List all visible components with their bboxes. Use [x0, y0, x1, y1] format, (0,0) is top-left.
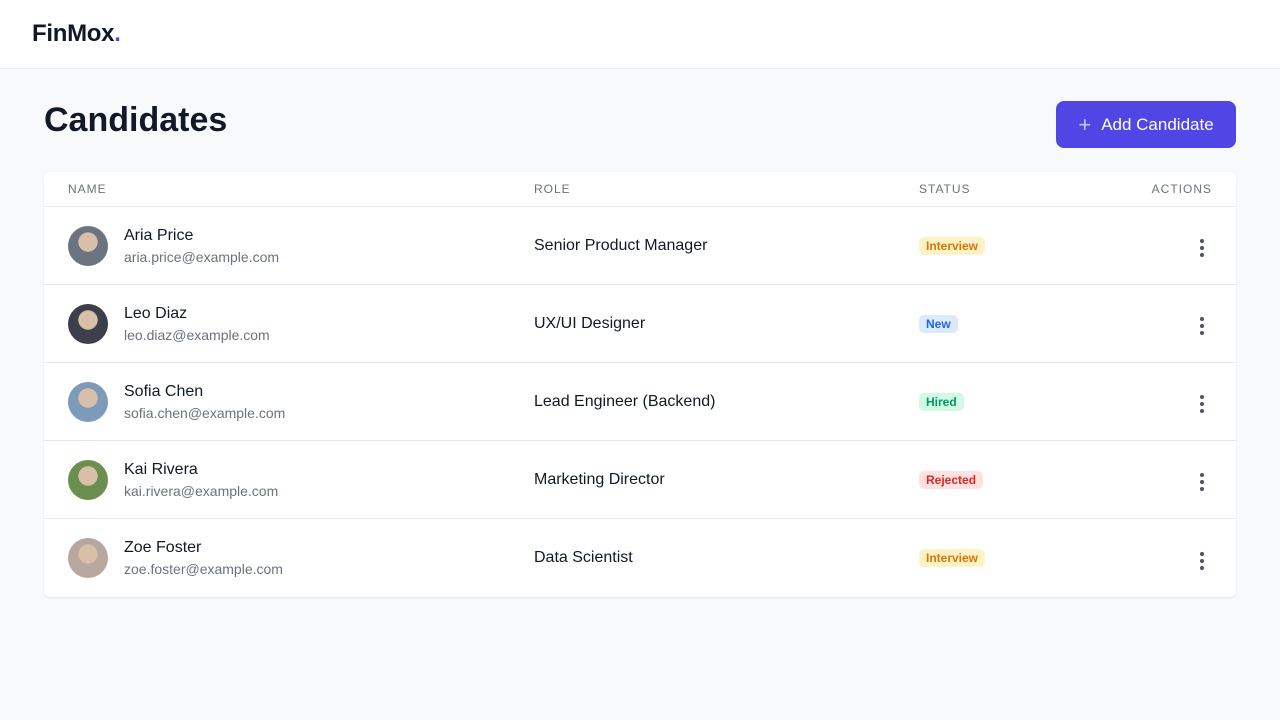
- table-header: NAME ROLE STATUS ACTIONS: [44, 172, 1236, 207]
- table-row[interactable]: Leo Diaz leo.diaz@example.com UX/UI Desi…: [44, 285, 1236, 363]
- page-title: Candidates: [44, 101, 228, 139]
- avatar: [68, 381, 108, 422]
- logo-text: FinMox: [32, 20, 115, 47]
- candidates-table: NAME ROLE STATUS ACTIONS Aria Price aria…: [44, 172, 1236, 597]
- candidate-name: Kai Rivera: [124, 460, 198, 478]
- table-row[interactable]: Aria Price aria.price@example.com Senior…: [44, 207, 1236, 285]
- avatar: [68, 459, 108, 500]
- status-badge: Interview: [919, 236, 986, 255]
- status-badge: Hired: [919, 392, 964, 411]
- status-badge: New: [919, 314, 958, 333]
- add-candidate-label: Add Candidate: [1101, 114, 1214, 134]
- logo[interactable]: FinMox.: [32, 20, 121, 48]
- avatar: [68, 538, 108, 578]
- candidate-email: zoe.foster@example.com: [124, 561, 283, 577]
- candidate-name: Sofia Chen: [124, 382, 204, 400]
- table-row[interactable]: Kai Rivera kai.rivera@example.com Market…: [44, 441, 1236, 519]
- candidate-email: kai.rivera@example.com: [124, 482, 279, 499]
- candidate-cell: Aria Price aria.price@example.com: [68, 225, 534, 266]
- candidate-email: leo.diaz@example.com: [124, 326, 270, 343]
- more-actions-icon[interactable]: [1192, 313, 1212, 339]
- avatar: [68, 303, 108, 344]
- table-row[interactable]: Sofia Chen sofia.chen@example.com Lead E…: [44, 363, 1236, 441]
- candidate-email: aria.price@example.com: [124, 248, 280, 265]
- candidate-name: Aria Price: [124, 226, 194, 244]
- candidate-cell: Zoe Foster zoe.foster@example.com: [68, 538, 534, 578]
- candidate-role: Lead Engineer (Backend): [534, 392, 716, 410]
- candidate-name: Zoe Foster: [124, 539, 202, 556]
- avatar: [68, 225, 108, 266]
- candidate-cell: Leo Diaz leo.diaz@example.com: [68, 303, 534, 344]
- header-actions: ACTIONS: [1151, 182, 1212, 196]
- candidate-email: sofia.chen@example.com: [124, 404, 286, 421]
- top-bar: FinMox.: [0, 0, 1280, 69]
- candidate-role: UX/UI Designer: [534, 314, 646, 332]
- candidate-role: Data Scientist: [534, 549, 633, 566]
- header-status: STATUS: [919, 182, 971, 196]
- logo-dot: .: [114, 20, 121, 47]
- candidate-role: Senior Product Manager: [534, 236, 708, 254]
- candidate-name: Leo Diaz: [124, 304, 188, 322]
- more-actions-icon[interactable]: [1192, 548, 1212, 574]
- candidate-role: Marketing Director: [534, 470, 665, 488]
- status-badge: Interview: [919, 549, 986, 567]
- page-header: Candidates + Add Candidate: [0, 69, 1280, 172]
- add-candidate-button[interactable]: + Add Candidate: [1056, 101, 1236, 148]
- candidate-cell: Kai Rivera kai.rivera@example.com: [68, 459, 534, 500]
- header-name: NAME: [68, 182, 107, 196]
- status-badge: Rejected: [919, 470, 984, 489]
- more-actions-icon[interactable]: [1192, 391, 1212, 417]
- table-row[interactable]: Zoe Foster zoe.foster@example.com Data S…: [44, 519, 1236, 597]
- more-actions-icon[interactable]: [1192, 235, 1212, 261]
- candidate-cell: Sofia Chen sofia.chen@example.com: [68, 381, 534, 422]
- header-role: ROLE: [534, 182, 571, 196]
- plus-icon: +: [1078, 111, 1092, 137]
- more-actions-icon[interactable]: [1192, 469, 1212, 495]
